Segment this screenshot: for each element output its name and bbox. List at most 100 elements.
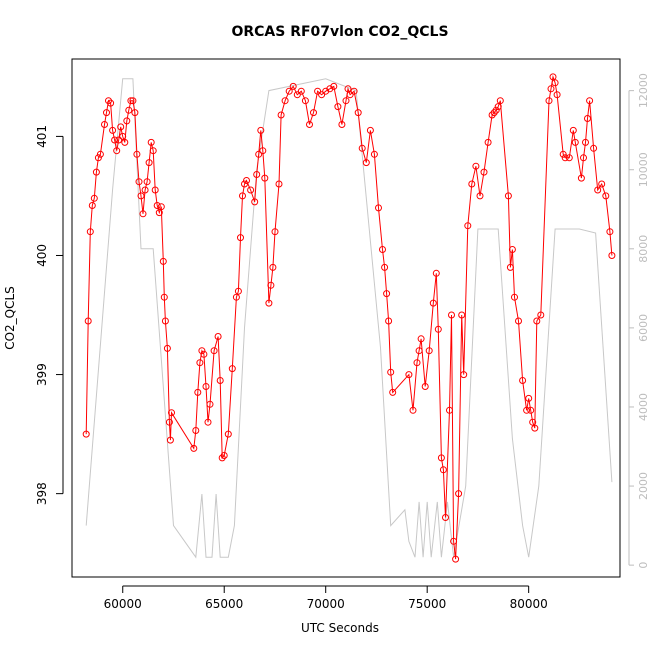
- data-point: [582, 138, 589, 146]
- data-point: [243, 177, 250, 184]
- data-point: [565, 154, 573, 162]
- data-point: [301, 97, 309, 105]
- data-point: [415, 347, 423, 355]
- data-point: [480, 168, 488, 176]
- data-point: [210, 347, 218, 355]
- y-right-tick-label: 12000: [637, 73, 650, 108]
- data-point: [119, 132, 127, 140]
- data-point: [94, 154, 102, 162]
- data-point: [515, 317, 522, 325]
- data-point: [241, 180, 248, 188]
- data-point: [86, 228, 94, 236]
- y-axis-label: CO2_QCLS: [3, 286, 17, 350]
- data-point: [92, 168, 100, 176]
- data-point: [464, 222, 472, 230]
- data-point: [247, 186, 255, 194]
- data-point: [455, 490, 463, 498]
- data-point: [334, 103, 342, 111]
- y-right-tick-label: 8000: [637, 235, 650, 263]
- data-point: [602, 192, 610, 200]
- y-tick-label: 400: [35, 244, 49, 267]
- data-point: [161, 317, 169, 325]
- data-point: [452, 555, 460, 563]
- data-point: [586, 97, 594, 105]
- data-point: [127, 97, 135, 105]
- data-point: [220, 452, 228, 459]
- series-line-ggalt: [85, 78, 613, 559]
- data-point: [561, 154, 569, 162]
- data-point: [569, 126, 577, 134]
- data-point: [314, 87, 322, 95]
- data-point: [525, 394, 533, 402]
- data-point: [255, 150, 263, 158]
- data-point: [358, 144, 366, 152]
- data-point: [82, 430, 90, 438]
- data-point: [330, 82, 338, 90]
- data-point: [344, 85, 352, 93]
- data-point: [370, 150, 378, 158]
- data-point: [460, 371, 468, 379]
- data-point: [529, 418, 537, 426]
- data-point: [157, 203, 165, 211]
- data-point: [446, 406, 453, 414]
- x-axis-label: UTC Seconds: [301, 621, 379, 635]
- data-point: [88, 202, 96, 209]
- data-point: [448, 311, 455, 319]
- data-point: [163, 344, 171, 352]
- data-point: [468, 180, 476, 188]
- data-point: [533, 317, 541, 325]
- plot-frame: [71, 58, 621, 578]
- y-tick-label: 399: [35, 363, 49, 386]
- x-tick-label: 65000: [205, 597, 243, 611]
- data-point: [594, 186, 602, 194]
- data-point: [571, 138, 579, 146]
- data-point: [214, 333, 222, 340]
- data-point: [206, 400, 214, 408]
- y-right-tick-label: 0: [637, 562, 650, 569]
- data-point: [387, 368, 395, 376]
- data-point: [234, 287, 242, 295]
- data-point: [121, 138, 129, 146]
- plot-points: [82, 73, 616, 563]
- data-point: [429, 299, 437, 307]
- data-point: [342, 97, 350, 105]
- data-point: [165, 418, 173, 426]
- chart-title: ORCAS RF07vlon CO2_QCLS: [231, 24, 448, 40]
- data-point: [196, 359, 204, 367]
- data-point: [123, 117, 131, 125]
- data-point: [577, 174, 585, 182]
- data-point: [198, 347, 206, 355]
- data-point: [143, 178, 151, 186]
- y-right-tick-label: 10000: [637, 152, 650, 187]
- data-point: [346, 91, 354, 99]
- data-point: [149, 147, 157, 155]
- data-point: [375, 204, 382, 212]
- data-point: [265, 299, 273, 307]
- data-point: [84, 317, 92, 325]
- data-point: [289, 82, 297, 90]
- data-point: [285, 87, 293, 95]
- data-point: [590, 144, 598, 152]
- data-point: [421, 383, 429, 390]
- data-point: [362, 159, 370, 167]
- data-point: [125, 106, 133, 114]
- data-point: [267, 281, 275, 289]
- data-point: [133, 150, 141, 158]
- data-point: [549, 73, 557, 81]
- data-point: [232, 293, 240, 301]
- data-point: [508, 246, 516, 253]
- data-point: [383, 290, 391, 298]
- data-point: [168, 409, 175, 417]
- x-tick-label: 75000: [408, 597, 446, 611]
- data-point: [476, 192, 484, 200]
- data-point: [492, 106, 500, 114]
- data-point: [527, 406, 535, 414]
- data-point: [103, 109, 110, 117]
- data-point: [101, 121, 108, 128]
- data-point: [137, 192, 145, 200]
- data-point: [271, 228, 279, 236]
- data-point: [293, 91, 301, 99]
- data-point: [439, 466, 447, 474]
- data-point: [90, 194, 98, 202]
